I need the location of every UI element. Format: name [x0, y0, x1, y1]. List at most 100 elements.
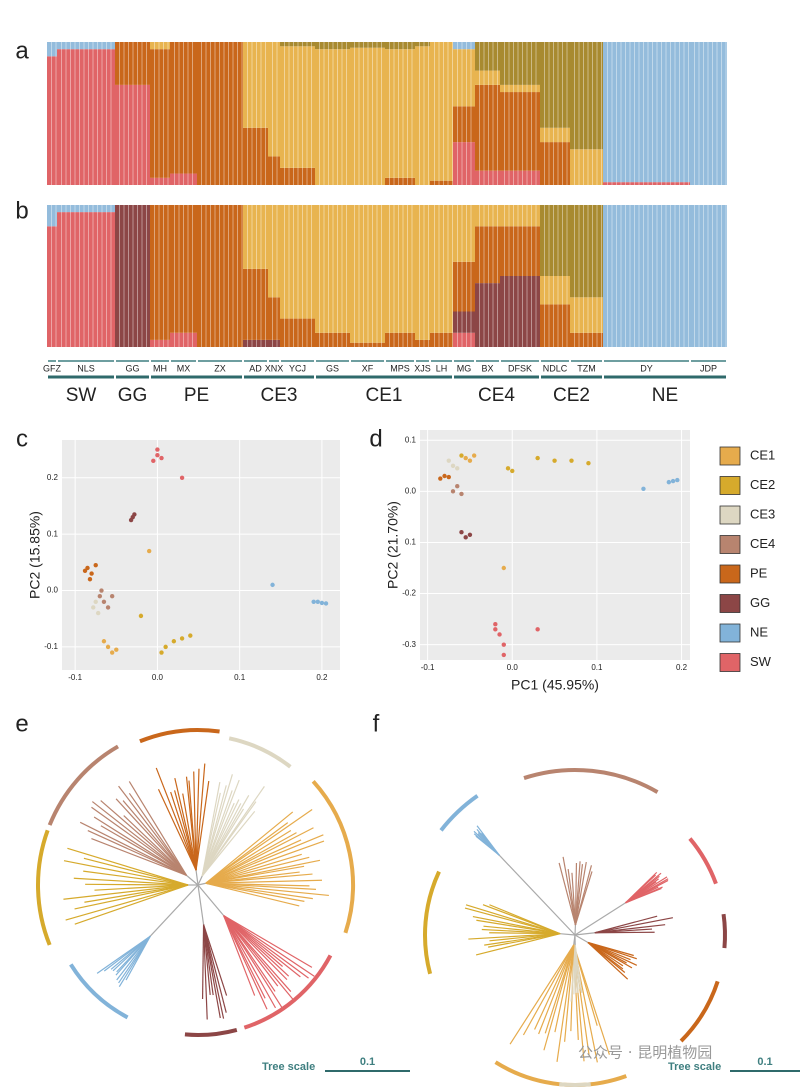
admixture-segment: [350, 48, 385, 185]
population-label: MX: [177, 363, 191, 373]
admixture-segment: [47, 42, 57, 56]
population-label: BX: [481, 363, 493, 373]
point: [155, 453, 159, 457]
panel-label: d: [369, 425, 382, 452]
point: [535, 456, 539, 460]
point: [451, 489, 455, 493]
clade-arc: [724, 914, 725, 948]
x-tick-label: 0.0: [152, 673, 164, 682]
admixture-segment: [500, 92, 540, 171]
point: [180, 476, 184, 480]
point: [447, 475, 451, 479]
legend-swatch: [720, 595, 740, 613]
y-tick-label: -0.1: [44, 642, 58, 651]
population-label: JDP: [700, 363, 717, 373]
plot-background: [420, 430, 690, 660]
admixture-segment: [280, 46, 315, 168]
admixture-segment: [570, 42, 603, 149]
point: [88, 577, 92, 581]
admixture-segment: [268, 340, 280, 347]
legend-swatch: [720, 506, 740, 524]
point: [535, 627, 539, 631]
population-label: NLS: [77, 363, 95, 373]
point: [91, 605, 95, 609]
admixture-segment: [115, 205, 150, 347]
point: [464, 456, 468, 460]
admixture-segment: [453, 49, 475, 106]
admixture-segment: [570, 333, 603, 347]
point: [586, 461, 590, 465]
admixture-segment: [475, 205, 500, 226]
population-label: GFZ: [43, 363, 61, 373]
admixture-segment: [243, 128, 268, 185]
point: [83, 569, 87, 573]
admixture-segment: [280, 205, 315, 319]
point: [129, 518, 133, 522]
group-label: CE2: [553, 385, 590, 406]
point: [99, 588, 103, 592]
tree-scale-label: Tree scale: [262, 1061, 315, 1073]
population-label: AD: [249, 363, 262, 373]
x-tick-label: 0.1: [234, 673, 246, 682]
admixture-segment: [603, 205, 690, 347]
population-label: YCJ: [289, 363, 306, 373]
admixture-segment: [415, 205, 430, 340]
group-label: CE4: [478, 385, 515, 406]
admixture-segment: [500, 85, 540, 92]
admixture-segment: [500, 171, 540, 185]
admixture-segment: [430, 181, 453, 185]
x-tick-label: 0.2: [676, 663, 688, 672]
legend-label: NE: [750, 624, 768, 639]
y-tick-label: 0.0: [47, 586, 59, 595]
population-label: NDLC: [543, 363, 568, 373]
admixture-segment: [430, 42, 453, 181]
point: [459, 453, 463, 457]
population-label: MPS: [390, 363, 410, 373]
point: [316, 600, 320, 604]
admixture-segment: [268, 156, 280, 185]
panel-label: b: [15, 197, 28, 224]
legend-label: CE3: [750, 506, 775, 521]
legend-swatch: [720, 654, 740, 672]
legend-label: CE4: [750, 536, 775, 551]
point: [667, 480, 671, 484]
point: [451, 464, 455, 468]
admixture-segment: [475, 42, 500, 71]
point: [552, 458, 556, 462]
admixture-segment: [453, 42, 475, 49]
population-label: ZX: [214, 363, 226, 373]
admixture-segment: [280, 168, 315, 185]
x-tick-label: 0.2: [316, 673, 328, 682]
point: [106, 645, 110, 649]
y-axis-label: PC2 (15.85%): [27, 511, 43, 599]
admixture-segment: [150, 205, 170, 340]
y-axis-label: PC2 (21.70%): [385, 501, 401, 589]
admixture-segment: [115, 85, 150, 185]
watermark: 公众号 · 昆明植物园: [578, 1044, 712, 1062]
admixture-segment: [243, 42, 268, 128]
population-label: GG: [125, 363, 139, 373]
point: [468, 533, 472, 537]
admixture-segment: [268, 297, 280, 340]
admixture-segment: [453, 106, 475, 142]
point: [94, 600, 98, 604]
admixture-segment: [197, 205, 243, 347]
point: [132, 512, 136, 516]
admixture-segment: [475, 283, 500, 347]
legend-swatch: [720, 477, 740, 495]
point: [569, 458, 573, 462]
panel-label: e: [15, 710, 28, 737]
point: [155, 447, 159, 451]
admixture-segment: [47, 205, 57, 226]
admixture-segment: [603, 42, 690, 182]
admixture-segment: [115, 42, 150, 85]
admixture-segment: [315, 205, 350, 333]
x-tick-label: 0.1: [591, 663, 603, 672]
legend-label: GG: [750, 595, 770, 610]
admixture-segment: [150, 178, 170, 185]
clade-arc: [559, 1084, 590, 1085]
point: [464, 535, 468, 539]
group-label: GG: [118, 385, 148, 406]
